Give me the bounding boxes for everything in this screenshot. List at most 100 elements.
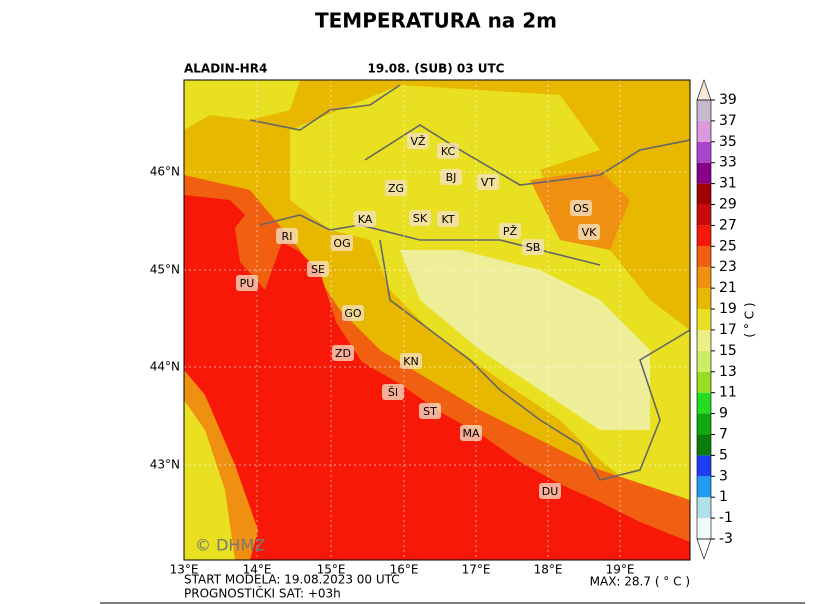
colorbar-bin [697,455,711,477]
colorbar-bin [697,329,711,351]
city-label: RI [282,230,293,243]
colorbar-tick-label: 33 [719,155,737,171]
lat-label: 43°N [150,458,180,472]
city-label: ZG [388,182,404,195]
valid-time: 19.08. (SUB) 03 UTC [368,62,505,76]
footer-max: MAX: 28.7 ( ° C ) [590,575,690,589]
city-label: PŽ [503,225,518,238]
city-box [385,180,407,196]
colorbar-bin [697,413,711,435]
colorbar-bin [697,141,711,163]
colorbar-bin [697,288,711,310]
city-box [342,305,364,321]
colorbar-tick-label: 19 [719,301,737,317]
colorbar-tick-label: 39 [719,92,737,108]
model-name: ALADIN-HR4 [184,62,267,76]
city-box [331,235,353,251]
lon-label: 18°E [534,563,563,577]
colorbar-over [696,79,712,101]
colorbar-tick-label: 9 [719,406,728,422]
colorbar-tick-label: 27 [719,217,737,233]
colorbar-tick-label: -1 [719,510,733,526]
colorbar-frame [696,99,712,540]
colorbar-bin [697,120,711,142]
colorbar-bin [697,246,711,268]
colorbar-tick-label: 7 [719,426,728,442]
lon-label: 13°E [170,563,199,577]
city-box [407,133,429,149]
city-label: VT [481,176,496,189]
city-label: SE [311,263,325,276]
city-label: BJ [446,171,457,184]
city-box [440,169,462,185]
colorbar-tick-label: 13 [719,364,737,380]
colorbar-bin [697,392,711,414]
city-box [332,345,354,361]
italy-land [184,400,235,560]
city-box [477,174,499,190]
colorbar-tick-label: 1 [719,489,728,505]
city-box [578,224,600,240]
colorbar-bin [697,497,711,519]
city-label: KC [441,145,456,158]
colorbar-tick-label: 5 [719,447,728,463]
map-frame [183,79,691,561]
colorbar-bin [697,518,711,539]
colorbar-tick-label: 37 [719,113,737,129]
colorbar-label: ( ° C ) [743,302,757,337]
colorbar-tick-label: -3 [719,531,733,547]
colorbar-bin [697,204,711,226]
city-box [276,228,298,244]
city-label: MA [462,427,479,440]
city-box [499,223,521,239]
colorbar-bin [697,434,711,456]
colorbar-bin [697,371,711,393]
city-box [570,200,592,216]
lat-label: 45°N [150,263,180,277]
lon-label: 17°E [462,563,491,577]
city-box [400,353,422,369]
city-box [437,143,459,159]
land-zone [184,80,300,130]
colorbar-bin [697,183,711,205]
colorbar-bin [697,267,711,289]
colorbar-tick-label: 23 [719,259,737,275]
city-label: ST [423,405,437,418]
land-zone [400,250,650,430]
city-label: VK [582,226,598,239]
colorbar-tick-label: 31 [719,176,737,192]
city-label: DU [542,485,559,498]
title: TEMPERATURA na 2m [315,9,557,33]
city-box [382,384,404,400]
border [249,84,690,481]
city-label: OS [573,202,589,215]
city-label: SB [526,241,541,254]
colorbar-tick-label: 11 [719,385,737,401]
city-label: KN [403,355,418,368]
city-label: GO [344,307,362,320]
colorbar-tick-label: 15 [719,343,737,359]
lat-label: 44°N [150,360,180,374]
colorbar-bin [697,350,711,372]
lon-label: 15°E [317,563,346,577]
city-box [460,425,482,441]
lon-label: 19°E [606,563,635,577]
city-label: ZD [335,347,351,360]
city-label: OG [333,237,350,250]
colorbar-tick-label: 35 [719,134,737,150]
colorbar-tick-label: 21 [719,280,737,296]
city-label: SK [413,212,428,225]
sea [184,195,690,560]
city-box [419,403,441,419]
colorbar-tick-label: 3 [719,468,728,484]
city-label: ŠI [388,386,398,399]
lat-label: 46°N [150,165,180,179]
city-label: PU [240,277,255,290]
city-box [236,275,258,291]
city-label: VŽ [410,135,426,148]
footer-lead: PROGNOSTIČKI SAT: +03h [184,586,341,601]
city-box [539,483,561,499]
city-box [354,211,376,227]
city-box [409,210,431,226]
lon-label: 14°E [243,563,272,577]
